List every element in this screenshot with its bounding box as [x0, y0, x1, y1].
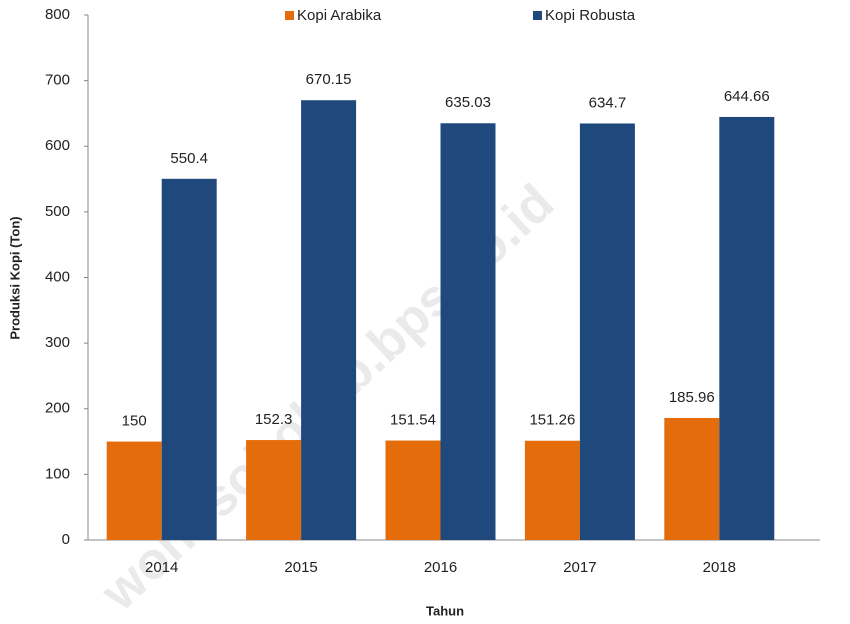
bar — [301, 100, 357, 541]
y-axis-label: Produksi Kopi (Ton) — [7, 216, 22, 339]
legend-label: Kopi Arabika — [297, 7, 382, 24]
value-label: 670.15 — [306, 71, 352, 88]
legend-swatch — [533, 11, 542, 20]
bar — [440, 123, 496, 540]
value-label: 151.26 — [529, 412, 575, 429]
value-label: 152.3 — [255, 411, 293, 428]
y-tick-label: 500 — [45, 203, 70, 220]
x-tick-label: 2018 — [703, 559, 736, 576]
y-tick-label: 0 — [62, 531, 70, 548]
value-label: 644.66 — [724, 88, 770, 105]
bar — [579, 123, 635, 541]
bar — [664, 417, 720, 540]
x-tick-label: 2016 — [424, 559, 457, 576]
legend-swatch — [285, 11, 294, 20]
y-tick-label: 700 — [45, 72, 70, 89]
bar — [719, 116, 775, 541]
y-tick-label: 300 — [45, 334, 70, 351]
y-tick-label: 400 — [45, 268, 70, 285]
legend-label: Kopi Robusta — [545, 7, 636, 24]
bar — [246, 440, 302, 540]
value-label: 634.7 — [589, 94, 627, 111]
y-tick-label: 800 — [45, 6, 70, 23]
bar — [161, 178, 217, 541]
value-label: 151.54 — [390, 412, 436, 429]
value-label: 150 — [122, 413, 147, 430]
y-tick-label: 200 — [45, 400, 70, 417]
x-tick-label: 2017 — [563, 559, 596, 576]
bar — [524, 440, 580, 540]
value-label: 550.4 — [170, 150, 208, 167]
value-label: 635.03 — [445, 94, 491, 111]
x-tick-label: 2015 — [284, 559, 317, 576]
bar — [385, 440, 441, 540]
value-label: 185.96 — [669, 389, 715, 406]
x-axis-label: Tahun — [426, 603, 464, 618]
bar — [106, 441, 162, 540]
y-tick-label: 600 — [45, 137, 70, 154]
y-tick-label: 100 — [45, 465, 70, 482]
x-tick-label: 2014 — [145, 559, 178, 576]
